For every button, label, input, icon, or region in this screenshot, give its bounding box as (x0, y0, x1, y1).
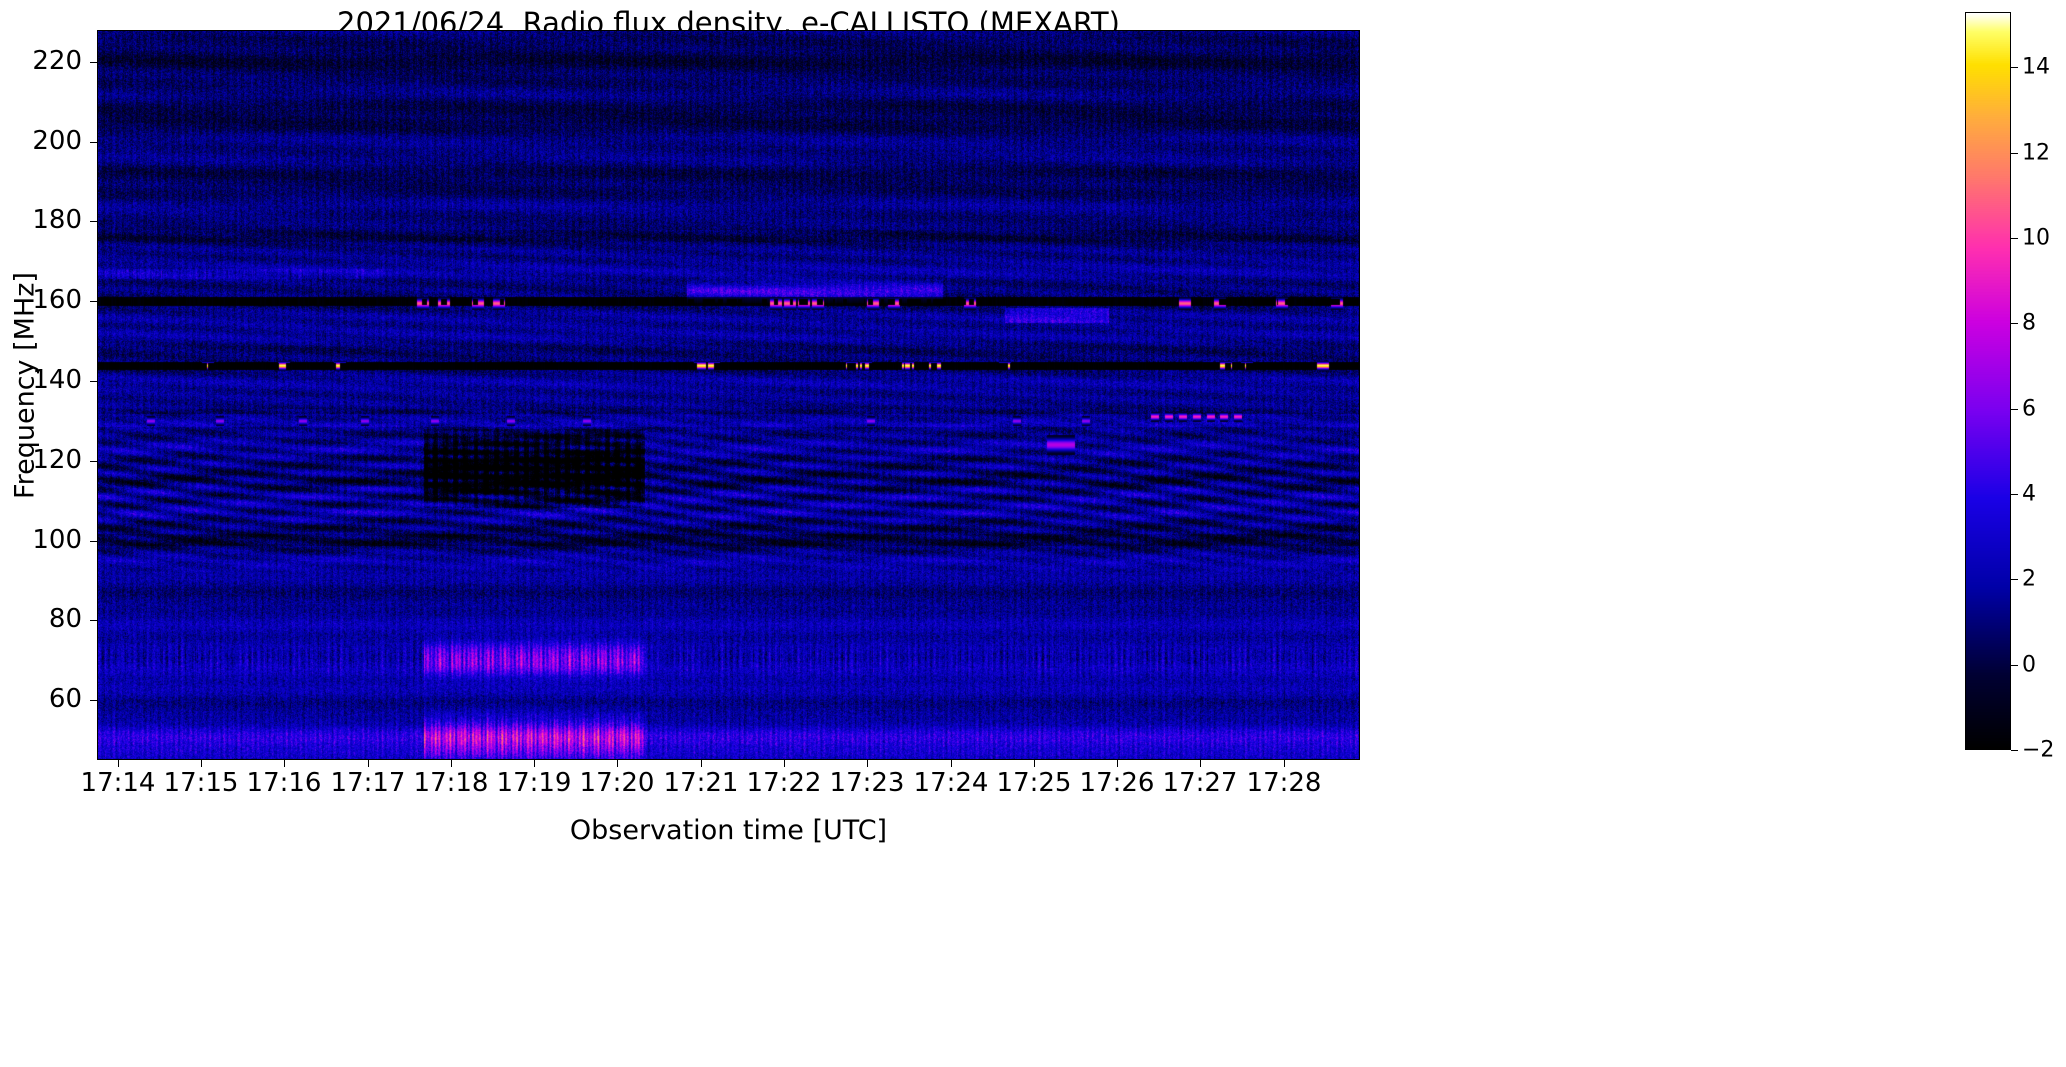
y-tick-label: 120 (32, 445, 82, 475)
x-tick-mark (1200, 760, 1201, 767)
colorbar-tick-label: 12 (2022, 140, 2050, 166)
colorbar-tick-mark (2011, 750, 2018, 751)
x-tick-label: 17:19 (496, 768, 572, 798)
x-tick-label: 17:22 (746, 768, 822, 798)
x-tick-label: 17:17 (330, 768, 406, 798)
x-tick-mark (1284, 760, 1285, 767)
x-tick-mark (1117, 760, 1118, 767)
y-tick-mark (90, 461, 97, 462)
x-tick-mark (617, 760, 618, 767)
x-tick-mark (951, 760, 952, 767)
colorbar-tick-mark (2011, 323, 2018, 324)
colorbar-tick-mark (2011, 579, 2018, 580)
colorbar-tick-label: 0 (2022, 652, 2036, 678)
x-tick-mark (1034, 760, 1035, 767)
x-tick-label: 17:25 (996, 768, 1072, 798)
y-tick-mark (90, 381, 97, 382)
x-tick-label: 17:27 (1162, 768, 1238, 798)
x-tick-label: 17:18 (413, 768, 489, 798)
colorbar-tick-label: 2 (2022, 566, 2036, 592)
x-tick-label: 17:14 (80, 768, 156, 798)
y-tick-label: 180 (32, 205, 82, 235)
y-tick-mark (90, 142, 97, 143)
x-tick-mark (368, 760, 369, 767)
y-tick-label: 220 (32, 46, 82, 76)
colorbar (1965, 12, 2011, 750)
colorbar-tick-label: 8 (2022, 310, 2036, 336)
x-tick-mark (867, 760, 868, 767)
colorbar-tick-label: 4 (2022, 481, 2036, 507)
colorbar-tick-label: −2 (2022, 737, 2055, 763)
x-tick-mark (784, 760, 785, 767)
x-tick-mark (201, 760, 202, 767)
colorbar-tick-label: 14 (2022, 54, 2050, 80)
x-tick-mark (451, 760, 452, 767)
x-tick-label: 17:16 (246, 768, 322, 798)
spectrogram-image (98, 31, 1359, 759)
y-tick-mark (90, 301, 97, 302)
colorbar-tick-label: 6 (2022, 396, 2036, 422)
x-tick-mark (284, 760, 285, 767)
x-tick-label: 17:20 (579, 768, 655, 798)
x-tick-label: 17:28 (1246, 768, 1322, 798)
colorbar-tick-mark (2011, 409, 2018, 410)
colorbar-tick-mark (2011, 67, 2018, 68)
colorbar-tick-label: 10 (2022, 225, 2050, 251)
x-tick-mark (118, 760, 119, 767)
x-tick-label: 17:23 (829, 768, 905, 798)
y-tick-label: 200 (32, 126, 82, 156)
x-tick-mark (534, 760, 535, 767)
y-tick-mark (90, 620, 97, 621)
colorbar-tick-mark (2011, 238, 2018, 239)
y-tick-mark (90, 221, 97, 222)
y-tick-mark (90, 700, 97, 701)
y-tick-mark (90, 62, 97, 63)
y-tick-label: 60 (48, 684, 82, 714)
x-tick-mark (701, 760, 702, 767)
colorbar-tick-mark (2011, 494, 2018, 495)
x-tick-label: 17:26 (1079, 768, 1155, 798)
x-tick-label: 17:15 (163, 768, 239, 798)
x-tick-label: 17:24 (913, 768, 989, 798)
y-tick-label: 80 (48, 604, 82, 634)
y-tick-label: 140 (32, 365, 82, 395)
spectrogram-plot-area (97, 30, 1360, 760)
y-tick-label: 100 (32, 525, 82, 555)
colorbar-tick-mark (2011, 153, 2018, 154)
x-tick-label: 17:21 (663, 768, 739, 798)
x-axis-label: Observation time [UTC] (569, 815, 888, 846)
colorbar-gradient (1966, 13, 2010, 749)
colorbar-tick-mark (2011, 665, 2018, 666)
y-tick-mark (90, 541, 97, 542)
y-tick-label: 160 (32, 285, 82, 315)
